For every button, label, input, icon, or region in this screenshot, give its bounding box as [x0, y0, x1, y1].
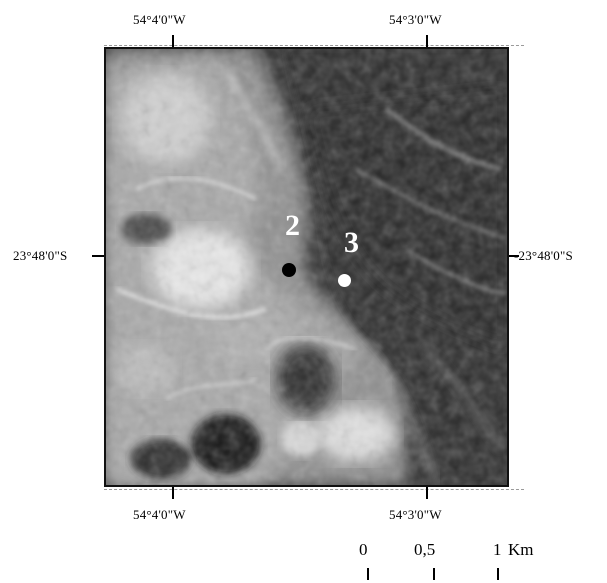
scale-label-0: 0 — [359, 540, 368, 559]
satellite-imagery — [106, 49, 507, 485]
scale-tick-half — [433, 568, 435, 580]
scale-unit: Km — [508, 540, 534, 559]
scale-label-1: 1 — [493, 540, 502, 559]
sample-point-3[interactable] — [338, 274, 351, 287]
point-2-label: 2 — [285, 209, 300, 242]
bottom-right-tick — [426, 487, 428, 499]
right-tick — [509, 255, 519, 257]
bottom-left-longitude-label: 54°4'0"W — [133, 507, 186, 522]
satellite-map[interactable]: 2 3 — [104, 47, 509, 487]
sample-point-2[interactable] — [282, 263, 296, 277]
scale-tick-0 — [367, 568, 369, 580]
left-latitude-label: 23°48'0"S — [13, 248, 68, 263]
point-3-label: 3 — [344, 226, 359, 259]
scale-label-half: 0,5 — [414, 540, 436, 559]
top-left-tick — [172, 35, 174, 47]
scale-tick-1 — [497, 568, 499, 580]
bottom-left-tick — [172, 487, 174, 499]
right-latitude-label: -23°48'0"S — [514, 248, 573, 263]
bottom-dashed-line — [104, 489, 524, 490]
left-tick — [92, 255, 104, 257]
top-dashed-line — [104, 45, 524, 46]
top-right-longitude-label: 54°3'0"W — [389, 12, 442, 27]
top-right-tick — [426, 35, 428, 47]
bottom-right-longitude-label: 54°3'0"W — [389, 507, 442, 522]
top-left-longitude-label: 54°4'0"W — [133, 12, 186, 27]
